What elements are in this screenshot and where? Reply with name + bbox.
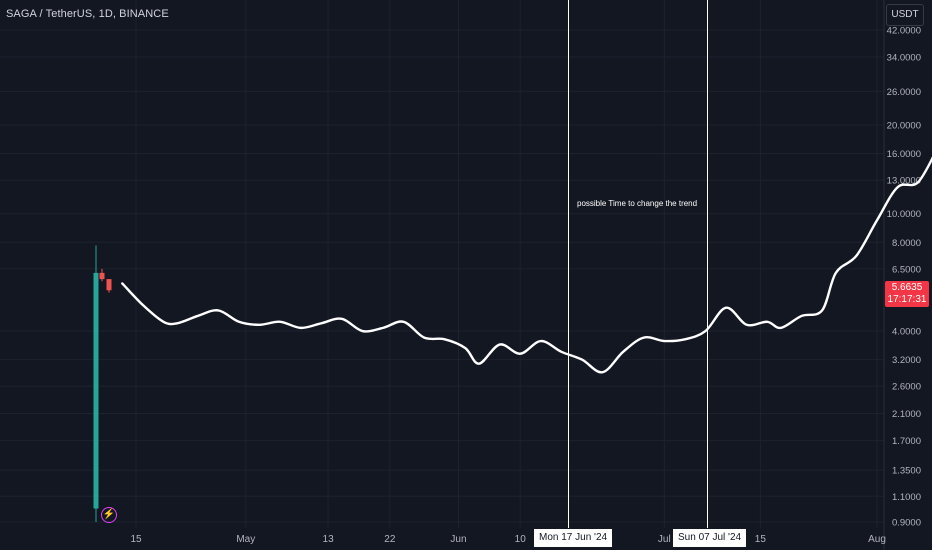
y-tick-label: 6.5000 bbox=[892, 264, 921, 275]
y-tick-label: 42.0000 bbox=[887, 26, 921, 37]
x-tick-label: 22 bbox=[384, 534, 396, 545]
date-badge-1: Mon 17 Jun '24 bbox=[534, 529, 613, 547]
price-line bbox=[121, 156, 932, 374]
trend-annotation[interactable]: possible Time to change the trend bbox=[577, 199, 698, 208]
y-tick-label: 16.0000 bbox=[887, 149, 921, 160]
last-price-value: 5.6635 bbox=[891, 282, 923, 293]
y-tick-label: 26.0000 bbox=[887, 87, 921, 98]
grid-lines bbox=[0, 0, 885, 550]
x-tick-label: Aug bbox=[868, 534, 886, 545]
x-axis-labels: 15 May 13 22 Jun 10 Jul 15 Aug bbox=[130, 534, 885, 545]
candle-body bbox=[93, 272, 99, 509]
y-tick-label: 3.2000 bbox=[892, 355, 921, 366]
y-tick-label: 0.9000 bbox=[892, 518, 921, 529]
x-tick-label: 15 bbox=[130, 534, 142, 545]
y-tick-label: 2.1000 bbox=[892, 409, 921, 420]
y-tick-label: 8.0000 bbox=[892, 238, 921, 249]
date-badge-2: Sun 07 Jul '24 bbox=[673, 529, 747, 547]
candle-body bbox=[99, 272, 105, 280]
symbol-title[interactable]: SAGA / TetherUS, 1D, BINANCE bbox=[6, 8, 169, 20]
bar-countdown: 17:17:31 bbox=[887, 294, 927, 305]
y-tick-label: 2.6000 bbox=[892, 382, 921, 393]
y-tick-label: 10.0000 bbox=[887, 209, 921, 220]
lightning-bolt-icon[interactable]: ⚡ bbox=[101, 507, 117, 523]
x-tick-label: Jun bbox=[450, 534, 466, 545]
candle-body bbox=[106, 279, 112, 291]
y-axis-labels: 42.0000 34.0000 26.0000 20.0000 16.0000 13.00… bbox=[887, 26, 921, 529]
y-tick-label: 20.0000 bbox=[887, 120, 921, 131]
y-tick-label: 1.1000 bbox=[892, 492, 921, 503]
vertical-markers bbox=[568, 0, 708, 528]
y-tick-label: 13.0000 bbox=[887, 176, 921, 187]
y-tick-label: 1.7000 bbox=[892, 436, 921, 447]
y-tick-label: 34.0000 bbox=[887, 53, 921, 64]
x-tick-label: 15 bbox=[755, 534, 767, 545]
x-tick-label: Jul bbox=[658, 534, 671, 545]
y-tick-label: 4.0000 bbox=[892, 327, 921, 338]
x-tick-label: 13 bbox=[323, 534, 335, 545]
last-price-badge: 5.6635 17:17:31 bbox=[885, 281, 929, 307]
candles bbox=[93, 245, 112, 522]
x-tick-label: 10 bbox=[515, 534, 527, 545]
currency-button[interactable]: USDT bbox=[886, 4, 924, 26]
y-tick-label: 1.3500 bbox=[892, 466, 921, 477]
x-tick-label: May bbox=[236, 534, 255, 545]
